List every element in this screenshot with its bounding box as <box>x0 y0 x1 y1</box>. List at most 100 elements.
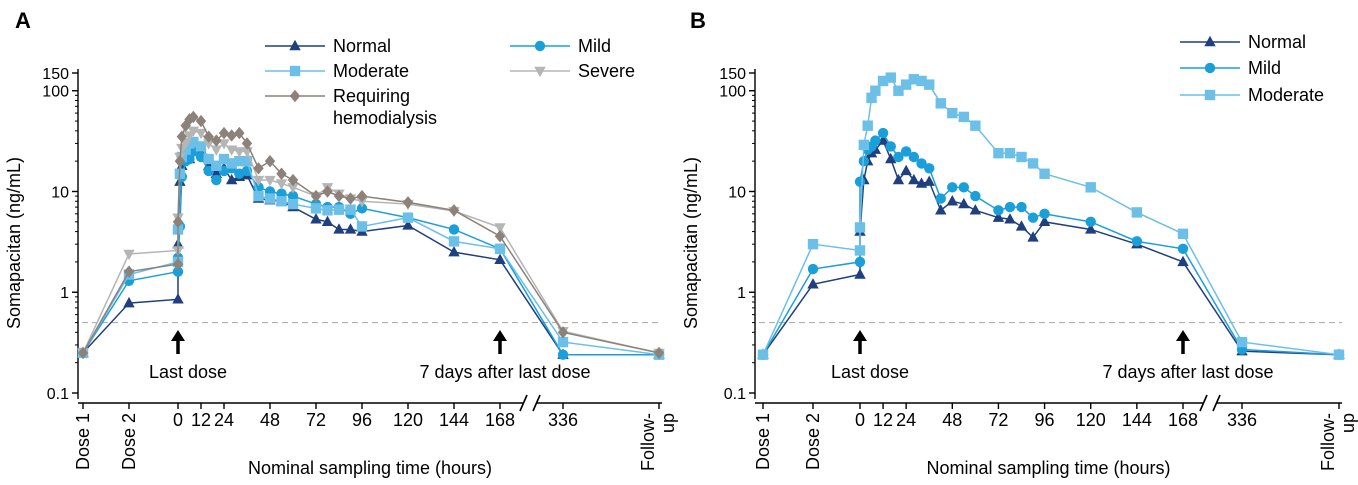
point-marker <box>494 253 506 264</box>
point-marker <box>892 173 905 185</box>
point-marker <box>557 336 569 348</box>
point-marker <box>1016 151 1027 163</box>
point-marker <box>992 211 1005 222</box>
point-marker <box>1204 35 1216 47</box>
legend: Normal Mild Moderate <box>1180 32 1324 105</box>
series-severe <box>77 126 665 360</box>
point-marker <box>946 195 958 206</box>
point-marker <box>947 182 958 193</box>
point-marker <box>1204 62 1216 74</box>
point-marker <box>557 349 569 360</box>
annotation-arrow-head <box>853 330 867 341</box>
point-marker <box>289 65 301 77</box>
point-marker <box>1004 147 1016 159</box>
point-marker <box>877 75 889 87</box>
series-line-severe <box>82 129 660 354</box>
x-tick-label: 96 <box>1035 410 1055 430</box>
point-marker <box>993 147 1004 159</box>
point-marker <box>195 141 207 152</box>
x-tick-label: 0 <box>855 410 865 430</box>
axis-break-mark <box>1212 394 1221 412</box>
y-tick-label: 100 <box>42 84 69 101</box>
y-tick-label: 0.1 <box>47 386 69 403</box>
point-marker <box>916 75 927 87</box>
legend-label: Normal <box>1248 32 1306 52</box>
series-mild <box>77 146 665 360</box>
point-marker <box>289 39 301 51</box>
point-marker <box>253 162 264 175</box>
x-tick-label: Dose 1 <box>753 413 773 470</box>
point-marker <box>866 92 877 104</box>
point-marker <box>862 120 873 131</box>
x-tick-label: 48 <box>260 410 280 430</box>
point-marker <box>870 85 881 96</box>
point-marker <box>958 111 970 123</box>
point-marker <box>172 266 184 277</box>
point-marker <box>1027 212 1039 223</box>
series-line-moderate <box>762 76 1340 356</box>
point-marker <box>900 79 912 90</box>
point-marker <box>356 203 368 214</box>
x-tick-label: 24 <box>214 410 234 430</box>
point-marker <box>893 85 904 96</box>
point-marker <box>893 151 904 163</box>
point-marker <box>900 146 912 157</box>
point-marker <box>276 196 287 207</box>
point-marker <box>1085 223 1097 234</box>
x-tick-label: 144 <box>1122 410 1152 430</box>
point-marker <box>333 204 345 215</box>
x-tick-label-line: Follow- <box>1318 413 1338 471</box>
point-marker <box>184 113 195 126</box>
x-tick-label: 96 <box>352 410 372 430</box>
point-marker <box>233 147 246 158</box>
point-marker <box>757 349 769 360</box>
x-tick-label: 0 <box>173 410 183 430</box>
point-marker <box>870 135 881 146</box>
point-marker <box>1004 201 1016 213</box>
y-tick-label: 1 <box>60 285 69 302</box>
point-marker <box>287 190 299 202</box>
x-tick-label: 120 <box>1076 410 1106 430</box>
point-marker <box>218 126 230 140</box>
point-marker <box>1027 158 1039 169</box>
point-marker <box>448 224 460 235</box>
series-moderate <box>77 136 665 360</box>
point-marker <box>1204 89 1216 101</box>
point-marker <box>885 152 897 164</box>
point-marker <box>858 139 870 151</box>
point-marker <box>345 204 356 215</box>
point-marker <box>176 130 188 143</box>
point-marker <box>935 193 946 204</box>
point-marker <box>226 158 237 169</box>
point-marker <box>1177 243 1189 254</box>
x-tick-label: 120 <box>393 410 423 430</box>
point-marker <box>289 89 301 103</box>
x-tick-label: Follow-up <box>638 413 678 471</box>
x-tick-label: 168 <box>1168 410 1198 430</box>
point-marker <box>993 205 1004 216</box>
series-hemodialysis <box>77 110 665 360</box>
point-marker <box>123 265 135 278</box>
point-marker <box>310 189 322 203</box>
annotation-arrow-head <box>1176 330 1190 341</box>
point-marker <box>958 182 970 193</box>
point-marker <box>1085 182 1096 193</box>
point-marker <box>935 204 947 215</box>
point-marker <box>287 198 299 210</box>
x-tick-label: 144 <box>439 410 469 430</box>
point-marker <box>241 155 253 167</box>
y-tick-label: 1 <box>737 285 746 302</box>
point-marker <box>448 236 460 247</box>
point-marker <box>287 183 299 194</box>
point-marker <box>195 128 207 140</box>
legend-label: Moderate <box>333 61 409 81</box>
annotation-text: 7 days after last dose <box>419 362 590 382</box>
point-marker <box>1333 349 1345 360</box>
y-tick-label: 150 <box>719 66 746 83</box>
point-marker <box>924 79 935 90</box>
legend-label: Moderate <box>1248 85 1324 105</box>
point-marker <box>900 164 912 176</box>
point-marker <box>345 192 356 205</box>
point-marker <box>935 98 946 109</box>
point-marker <box>195 114 207 128</box>
